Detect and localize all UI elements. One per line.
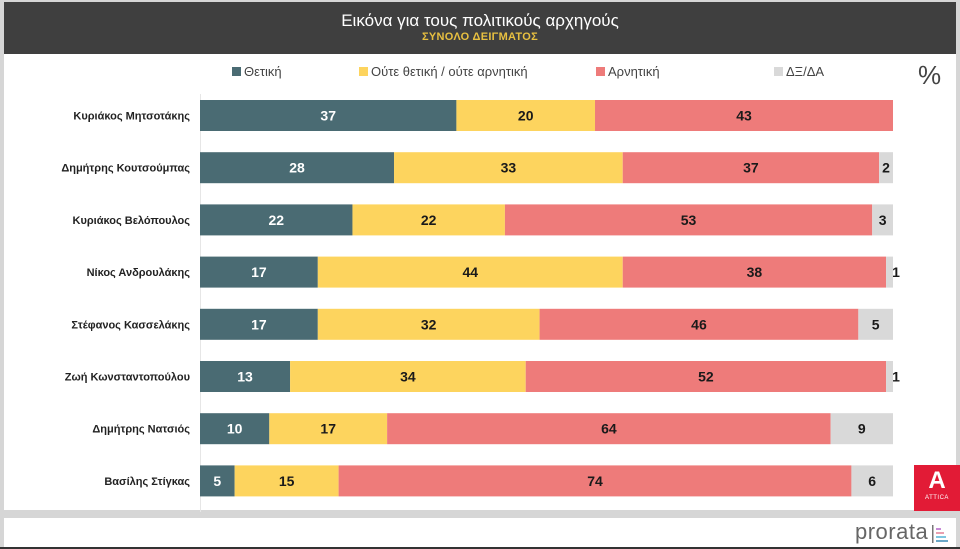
bar-segment <box>879 152 893 184</box>
data-label: 64 <box>601 421 617 437</box>
category-label: Ζωή Κωνσταντοπούλου <box>65 372 190 384</box>
data-label: 34 <box>400 369 416 385</box>
legend-swatch-negative <box>596 67 605 76</box>
bar-segment <box>200 152 395 184</box>
data-label: 37 <box>320 108 336 124</box>
bar-segment <box>200 204 353 236</box>
data-label: 46 <box>691 316 707 332</box>
header-bar: Εικόνα για τους πολιτικούς αρχηγούς ΣΥΝΟ… <box>4 2 956 54</box>
bar-segment <box>234 465 339 497</box>
chart-title: Εικόνα για τους πολιτικούς αρχηγούς <box>341 11 619 30</box>
bar-segment <box>352 204 505 236</box>
legend-swatch-neutral <box>359 67 368 76</box>
bar-segment <box>504 204 873 236</box>
category-label: Βασίλης Στίγκας <box>104 476 190 488</box>
footer-border <box>0 547 960 549</box>
data-label: 32 <box>421 316 437 332</box>
bar-segment <box>317 256 623 288</box>
data-label: 20 <box>518 108 534 124</box>
attica-logo: A ATTICA <box>914 465 960 511</box>
data-label: 74 <box>587 473 603 489</box>
bar-segment <box>290 361 526 392</box>
data-label: 22 <box>421 212 437 228</box>
category-label: Νίκος Ανδρουλάκης <box>87 267 191 279</box>
data-label: 28 <box>289 160 305 176</box>
data-label: 52 <box>698 369 714 385</box>
legend-item-positive: Θετική <box>232 64 282 79</box>
category-axis-line <box>200 94 201 512</box>
bar-segment <box>830 413 893 445</box>
data-label: 5 <box>872 316 880 332</box>
bar-segment <box>200 308 318 340</box>
bar-segment <box>622 152 880 184</box>
data-label: 15 <box>279 473 295 489</box>
legend: Θετική Ούτε θετική / ούτε αρνητική Αρνητ… <box>4 64 956 82</box>
legend-swatch-positive <box>232 67 241 76</box>
category-label: Κυριάκος Βελόπουλος <box>73 215 191 227</box>
data-label: 22 <box>268 212 284 228</box>
bar-segment <box>886 256 893 288</box>
category-label: Δημήτρης Νατσιός <box>92 424 190 436</box>
bar-segment <box>525 361 887 392</box>
data-label: 38 <box>747 264 763 280</box>
data-label: 3 <box>879 212 887 228</box>
bar-segment <box>269 413 388 445</box>
data-label: 1 <box>892 369 900 385</box>
bar-segment <box>539 308 859 340</box>
data-label: 13 <box>237 369 253 385</box>
data-label: 6 <box>868 473 876 489</box>
bar-segment <box>456 100 596 131</box>
attica-logo-text: ATTICA <box>925 495 949 501</box>
data-label: 37 <box>743 160 759 176</box>
category-label: Δημήτρης Κουτσούμπας <box>61 163 190 175</box>
data-label: 17 <box>251 316 267 332</box>
prorata-logo: prorata <box>855 519 929 544</box>
bar-segment <box>851 465 893 497</box>
attica-logo-letter: A <box>928 467 946 494</box>
legend-item-neutral: Ούτε θετική / ούτε αρνητική <box>359 64 528 79</box>
data-label: 43 <box>736 108 752 124</box>
prorata-logo-icon <box>932 525 948 543</box>
footer-bar <box>4 518 956 547</box>
legend-label-negative: Αρνητική <box>608 64 660 79</box>
bar-segment <box>595 100 893 131</box>
bar-segment <box>394 152 623 184</box>
category-label: Κυριάκος Μητσοτάκης <box>73 111 190 123</box>
data-label: 53 <box>681 212 697 228</box>
bar-segment <box>387 413 831 445</box>
chart-subtitle: ΣΥΝΟΛΟ ΔΕΙΓΜΑΤΟΣ <box>422 31 538 43</box>
bar-segment <box>886 361 893 392</box>
legend-label-dk-na: ΔΞ/ΔΑ <box>786 64 825 79</box>
category-label: Στέφανος Κασσελάκης <box>71 319 190 331</box>
data-label: 17 <box>251 264 267 280</box>
data-label: 17 <box>320 421 336 437</box>
bar-segment <box>200 100 457 131</box>
legend-swatch-dk-na <box>774 67 783 76</box>
data-label: 10 <box>227 421 243 437</box>
data-label: 9 <box>858 421 866 437</box>
bar-segment <box>200 256 318 288</box>
bar-segment <box>200 361 291 392</box>
data-label: 5 <box>213 473 221 489</box>
bar-segment <box>200 413 270 445</box>
legend-item-negative: Αρνητική <box>596 64 660 79</box>
legend-label-neutral: Ούτε θετική / ούτε αρνητική <box>371 64 528 79</box>
data-label: 33 <box>501 160 517 176</box>
legend-label-positive: Θετική <box>244 64 282 79</box>
bar-segment <box>622 256 887 288</box>
bar-segment <box>858 308 893 340</box>
data-label: 2 <box>882 160 890 176</box>
percent-unit-label: % <box>918 60 942 90</box>
data-label: 44 <box>462 264 478 280</box>
data-label: 1 <box>892 264 900 280</box>
bar-segment <box>317 308 540 340</box>
bar-segment <box>872 204 893 236</box>
bar-segment <box>200 465 235 497</box>
legend-item-dk-na: ΔΞ/ΔΑ <box>774 64 824 79</box>
bar-segment <box>338 465 852 497</box>
